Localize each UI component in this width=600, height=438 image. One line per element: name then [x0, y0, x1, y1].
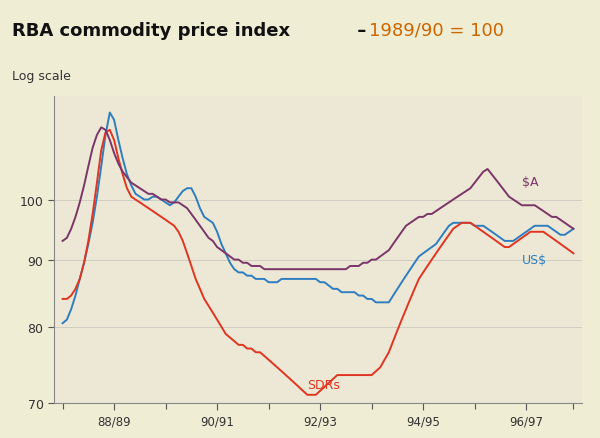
Text: $A: $A [522, 176, 538, 189]
Text: US$: US$ [522, 254, 547, 266]
Text: RBA commodity price index: RBA commodity price index [12, 22, 290, 40]
Text: SDRs: SDRs [307, 378, 340, 391]
Text: 1989/90 = 100: 1989/90 = 100 [369, 22, 504, 40]
Text: Log scale: Log scale [12, 70, 71, 83]
Text: –: – [351, 22, 373, 40]
